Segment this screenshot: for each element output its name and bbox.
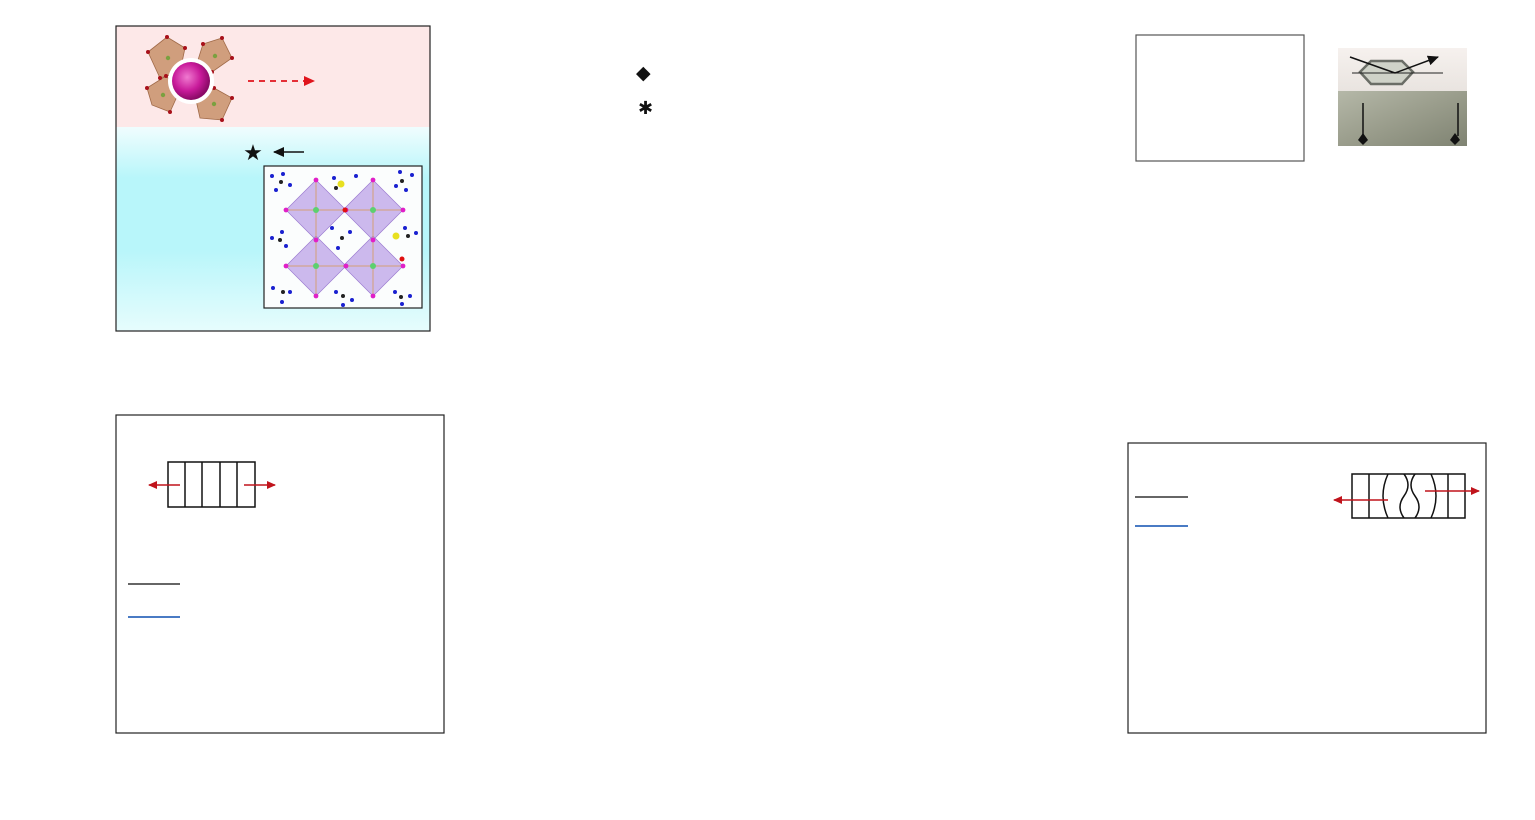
- panel-e: [1127, 442, 1487, 734]
- panel-e-axes-frame: [1127, 442, 1487, 734]
- diamond-icon: ◆: [636, 63, 651, 84]
- asterisk-icon: ✱: [638, 98, 653, 118]
- star-icon: ★: [243, 140, 263, 165]
- diffraction-arrow-icon: [1394, 55, 1439, 74]
- ruler-marker-icon: [1358, 133, 1368, 145]
- octahedra-cage-illustration: [145, 35, 234, 122]
- panel-c-axes-frame: [115, 414, 445, 734]
- panel-e-legend: [1135, 496, 1188, 527]
- crystal-photo: [1338, 48, 1467, 146]
- inset-frame: [1135, 34, 1305, 162]
- crystal-structure-inset: [263, 165, 423, 309]
- panel-a-axes-frame: [115, 25, 431, 332]
- panel-c-legend: [128, 583, 180, 618]
- macrostrain-inset: [148, 461, 276, 508]
- ruler-marker-icon: [1450, 133, 1460, 145]
- panel-d-inset: [1135, 34, 1305, 162]
- microstrain-inset: [1333, 473, 1480, 519]
- phase-marker-legend: ◆ ✱: [636, 63, 653, 118]
- panel-b: ◆ ✱: [636, 63, 653, 118]
- panel-d: [1135, 34, 1467, 162]
- panel-a: ★: [115, 25, 431, 332]
- panel-c: [115, 414, 445, 734]
